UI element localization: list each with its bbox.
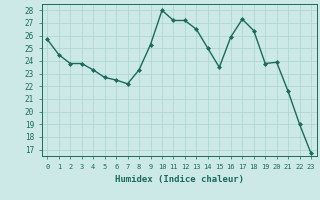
X-axis label: Humidex (Indice chaleur): Humidex (Indice chaleur)	[115, 175, 244, 184]
